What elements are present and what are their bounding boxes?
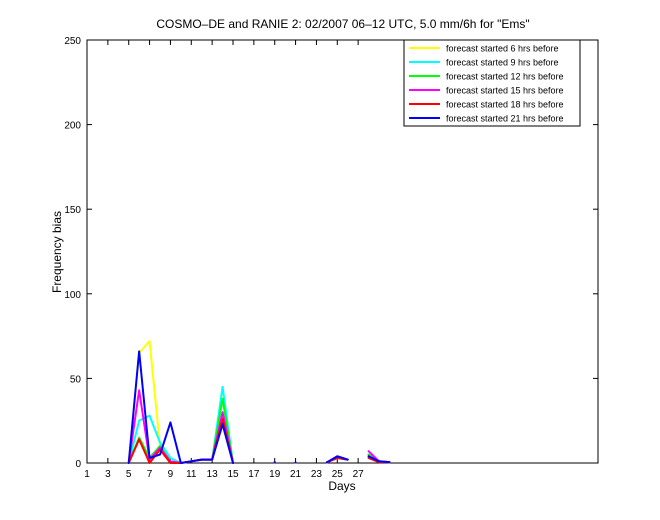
x-tick-label: 3 — [105, 469, 111, 480]
legend-label-5: forecast started 21 hrs before — [446, 114, 564, 124]
x-tick-label: 11 — [186, 469, 197, 480]
legend-label-4: forecast started 18 hrs before — [446, 100, 564, 110]
y-tick-label: 200 — [64, 121, 81, 132]
x-tick-label: 1 — [84, 469, 90, 480]
chart-title: COSMO–DE and RANIE 2: 02/2007 06–12 UTC,… — [156, 17, 529, 31]
legend-box — [403, 39, 581, 127]
x-tick-label: 25 — [332, 469, 344, 480]
y-tick-label: 0 — [75, 459, 81, 470]
y-tick-label: 150 — [64, 205, 81, 216]
legend-items: forecast started 6 hrs before forecast st… — [409, 44, 564, 124]
x-tick-label: 23 — [311, 469, 323, 480]
y-axis-ticks: 0 50 100 150 200 250 — [64, 36, 598, 470]
series-line-5 — [127, 350, 391, 464]
y-tick-label: 50 — [70, 374, 82, 385]
x-tick-label: 13 — [207, 469, 219, 480]
legend-label-1: forecast started 9 hrs before — [446, 58, 559, 68]
x-tick-label: 9 — [168, 469, 174, 480]
x-tick-label: 15 — [227, 469, 239, 480]
y-tick-label: 250 — [64, 36, 81, 47]
x-tick-label: 7 — [147, 469, 153, 480]
x-tick-label: 5 — [126, 469, 132, 480]
y-tick-label: 100 — [64, 290, 81, 301]
x-tick-label: 21 — [290, 469, 302, 480]
x-axis-label: Days — [328, 479, 355, 493]
legend-label-0: forecast started 6 hrs before — [446, 44, 559, 54]
legend-label-3: forecast started 15 hrs before — [446, 86, 564, 96]
legend: forecast started 6 hrs before forecast st… — [403, 39, 581, 127]
x-tick-label: 19 — [269, 469, 281, 480]
x-tick-label: 17 — [248, 469, 260, 480]
legend-label-2: forecast started 12 hrs before — [446, 72, 564, 82]
series-lines — [127, 340, 391, 464]
x-tick-label: 27 — [353, 469, 365, 480]
y-axis-label: Frequency bias — [50, 211, 64, 293]
